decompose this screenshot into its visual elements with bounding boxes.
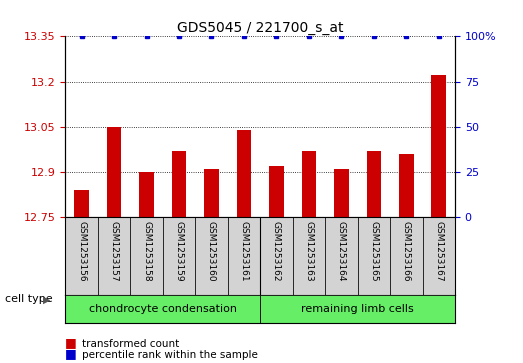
Bar [130,217,163,295]
Text: ■: ■ [65,337,77,350]
Text: GSM1253159: GSM1253159 [175,221,184,282]
Bar [74,190,89,217]
Bar [367,151,381,217]
Bar [358,217,390,295]
Bar [269,166,284,217]
Text: chondrocyte condensation: chondrocyte condensation [89,304,237,314]
Text: GSM1253163: GSM1253163 [304,221,313,282]
Bar [293,217,325,295]
Bar [302,151,316,217]
Text: remaining limb cells: remaining limb cells [301,304,414,314]
Bar [172,151,186,217]
Bar [195,217,228,295]
Bar [260,217,293,295]
Bar [390,217,423,295]
Text: GSM1253167: GSM1253167 [434,221,444,282]
Text: GSM1253157: GSM1253157 [110,221,119,282]
Bar [423,217,455,295]
Bar [65,217,98,295]
Title: GDS5045 / 221700_s_at: GDS5045 / 221700_s_at [177,21,344,35]
Bar [65,295,260,323]
Bar [98,217,130,295]
Bar [107,127,121,217]
Text: GSM1253158: GSM1253158 [142,221,151,282]
Bar [228,217,260,295]
Text: ■: ■ [65,347,77,360]
Text: GSM1253165: GSM1253165 [369,221,378,282]
Text: GSM1253162: GSM1253162 [272,221,281,282]
Bar [334,169,349,217]
Bar [139,172,154,217]
Text: ▶: ▶ [43,294,50,305]
Text: GSM1253166: GSM1253166 [402,221,411,282]
Bar [431,76,446,217]
Bar [399,154,414,217]
Text: GSM1253160: GSM1253160 [207,221,216,282]
Text: GSM1253164: GSM1253164 [337,221,346,282]
Text: percentile rank within the sample: percentile rank within the sample [82,350,258,360]
Bar [204,169,219,217]
Text: GSM1253161: GSM1253161 [240,221,248,282]
Text: GSM1253156: GSM1253156 [77,221,86,282]
Bar [236,130,251,217]
Text: transformed count: transformed count [82,339,179,349]
Bar [260,295,455,323]
Bar [325,217,358,295]
Bar [163,217,195,295]
Text: cell type: cell type [5,294,53,305]
